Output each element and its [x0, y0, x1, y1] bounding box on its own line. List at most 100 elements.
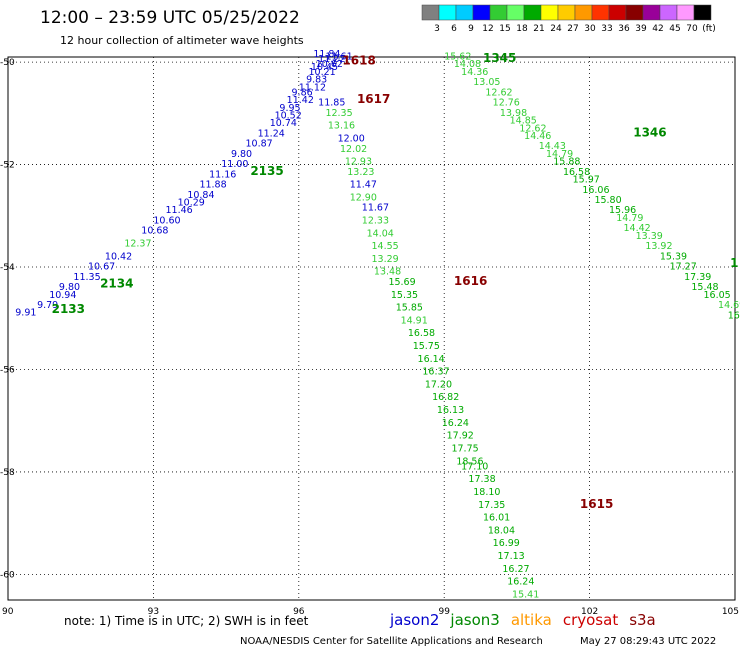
y-tick-label: -56	[0, 365, 15, 375]
wave-height-value: 10.87	[245, 139, 272, 150]
pass-number-label: 2135	[250, 164, 283, 178]
color-scale-label: 15	[499, 24, 510, 34]
color-swatch	[659, 4, 678, 21]
wave-height-value: 14.79	[616, 213, 643, 224]
wave-height-value: 15.48	[691, 282, 718, 293]
wave-height-value: 9.79	[37, 300, 58, 311]
legend-s3a: s3a	[629, 611, 656, 629]
wave-height-value: 17.92	[447, 431, 474, 442]
wave-height-value: 12.02	[340, 144, 367, 155]
wave-height-value: 10.94	[49, 290, 76, 301]
wave-height-value: 17.38	[468, 474, 495, 485]
wave-height-value: 10.52	[275, 110, 302, 121]
color-scale-label: 18	[516, 24, 528, 34]
wave-height-value: 15.41	[512, 589, 539, 600]
wave-height-value: 11.16	[209, 169, 236, 180]
y-tick-label: -60	[0, 570, 15, 580]
wave-height-value: 12.62	[519, 123, 546, 134]
wave-height-value: 11.00	[221, 159, 248, 170]
pass-number-label: 1616	[454, 274, 487, 288]
wave-height-value: 16.58	[408, 328, 435, 339]
wave-height-value: 16.58	[563, 167, 590, 178]
wave-height-value: 16.37	[422, 367, 449, 378]
wave-height-value: 11.35	[73, 272, 100, 283]
wave-height-value: 16.05	[703, 290, 730, 301]
color-swatch	[608, 4, 627, 21]
wave-height-value: 14.55	[372, 241, 399, 252]
wave-height-value: 15.75	[413, 341, 440, 352]
pass-number-label: 2133	[52, 302, 85, 316]
legend-jason3: jason3	[449, 611, 499, 629]
color-swatch	[625, 4, 644, 21]
y-tick-label: -54	[0, 263, 15, 273]
wave-height-value: 14.79	[546, 149, 573, 160]
legend-altika: altika	[511, 611, 552, 629]
color-scale-label: 27	[567, 24, 578, 34]
footnote: note: 1) Time is in UTC; 2) SWH is in fe…	[64, 614, 309, 628]
wave-height-value: 11.88	[199, 180, 226, 191]
wave-height-value: 13.16	[328, 121, 355, 132]
wave-height-value: 13.05	[473, 77, 500, 88]
legend-cryosat: cryosat	[563, 611, 618, 629]
wave-height-value: 14.04	[367, 228, 394, 239]
color-scale-label: 36	[618, 24, 630, 34]
x-tick-labels: 90 93 96 99 102 105	[2, 607, 739, 617]
wave-height-value: 15.80	[594, 195, 621, 206]
color-swatch	[489, 4, 508, 21]
x-tick-label: 96	[293, 607, 305, 617]
color-scale-label: 42	[652, 24, 663, 34]
wave-height-value: 12.37	[124, 239, 151, 250]
color-swatch	[540, 4, 559, 21]
wave-height-value: 12.90	[350, 192, 377, 203]
wave-height-value: 10.68	[141, 226, 168, 237]
wave-height-value: 9.80	[231, 149, 252, 160]
x-tick-label: 99	[438, 607, 450, 617]
wave-height-value: 14.08	[454, 59, 481, 70]
color-scale-label: 33	[601, 24, 612, 34]
wave-height-value: 17.13	[498, 551, 525, 562]
wave-height-value: 10.21	[308, 67, 335, 78]
wave-height-value: 13.39	[636, 231, 663, 242]
wave-height-value: 16.14	[418, 354, 445, 365]
wave-height-value: 14.42	[624, 223, 651, 234]
wave-height-value: 11.85	[318, 98, 345, 109]
wave-height-value: 16.24	[507, 577, 534, 588]
color-swatch	[557, 4, 576, 21]
wave-height-value: 11.61	[325, 52, 352, 63]
wave-height-value: 13.48	[374, 267, 401, 278]
wave-height-value: 12.35	[325, 108, 352, 119]
wave-height-value: 9.80	[59, 282, 80, 293]
satellite-legend: jason2 jason3 altika cryosat s3a	[389, 611, 656, 629]
pass-number-label: 1346	[633, 125, 666, 139]
wave-height-value: 11.22	[318, 54, 345, 65]
wave-height-value: 17.35	[478, 500, 505, 511]
wave-height-value: 14.43	[539, 141, 566, 152]
color-scale-label: 6	[451, 24, 457, 34]
color-scale-label: 70	[686, 24, 698, 34]
color-swatch	[455, 4, 474, 21]
color-swatch	[421, 4, 440, 21]
color-scale-label: 30	[584, 24, 596, 34]
wave-height-value: 10.60	[153, 215, 180, 226]
credit-line: NOAA/NESDIS Center for Satellite Applica…	[240, 636, 543, 647]
pass-labels: 2133 2134 2135 1618 1617 1616 1615 1345 1346 1	[52, 51, 739, 511]
wave-height-value: 12.93	[345, 157, 372, 168]
y-tick-labels: -50 -52 -54 -56 -58 -60	[0, 58, 15, 580]
timestamp: May 27 08:29:43 UTC 2022	[580, 636, 716, 647]
color-swatch	[472, 4, 491, 21]
color-scale-label: 45	[669, 24, 680, 34]
color-swatch	[676, 4, 695, 21]
legend-jason2: jason2	[389, 611, 439, 629]
pass-number-label: 2134	[100, 277, 133, 291]
color-swatch	[506, 4, 525, 21]
wave-height-value: 9.91	[15, 308, 36, 319]
wave-height-value: 17.75	[451, 443, 478, 454]
wave-height-value: 17.10	[461, 461, 488, 472]
chart-title: 12:00 – 23:59 UTC 05/25/2022	[40, 8, 300, 28]
color-scale-bar: 3 6 9 12 15 18 21 24 27 30 33 36 39 42 45 70 (ft)	[421, 4, 716, 34]
wave-height-value: 12.00	[338, 134, 365, 145]
color-scale-label: 12	[482, 24, 493, 34]
color-scale-label: 21	[533, 24, 544, 34]
pass-number-label: 1615	[580, 497, 613, 511]
